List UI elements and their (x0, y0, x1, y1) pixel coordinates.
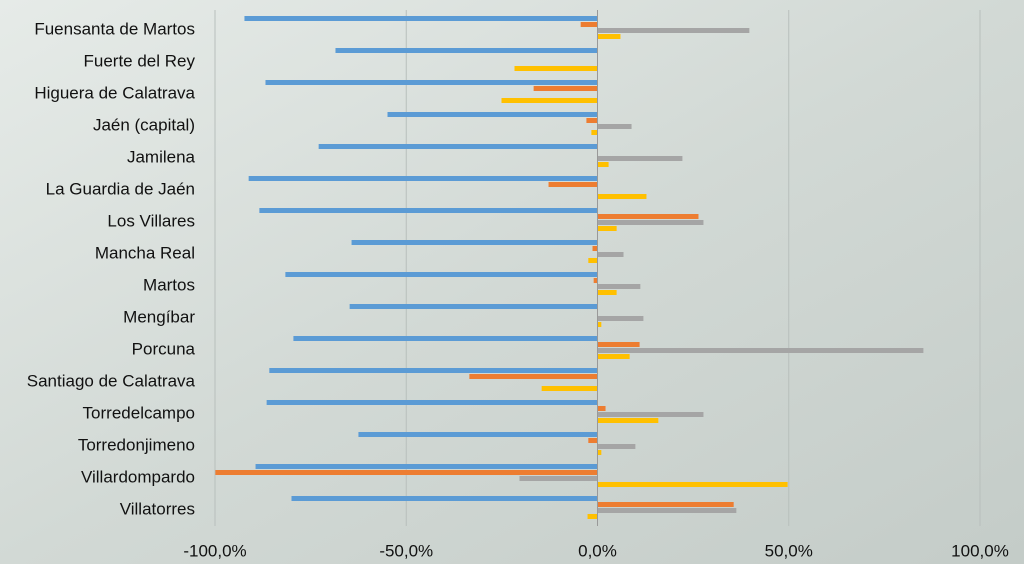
y-tick-label: Villatorres (120, 499, 195, 518)
bar (597, 418, 659, 423)
bar (255, 464, 598, 469)
bar (244, 16, 598, 21)
bar (588, 258, 598, 263)
bar (597, 444, 636, 449)
bar (597, 124, 632, 129)
bar (597, 316, 644, 321)
bar (587, 514, 598, 519)
y-tick-label: Jamilena (127, 147, 196, 166)
bar (501, 98, 598, 103)
bar (335, 48, 598, 53)
bar (597, 34, 621, 39)
y-tick-label: La Guardia de Jaén (46, 179, 195, 198)
bar (597, 156, 683, 161)
y-tick-label: Martos (143, 275, 195, 294)
bar (597, 508, 737, 513)
bar (269, 368, 598, 373)
y-tick-label: Porcuna (132, 339, 196, 358)
x-tick-label: -50,0% (379, 541, 433, 560)
bar (597, 28, 750, 33)
bar (580, 22, 598, 27)
y-tick-label: Los Villares (107, 211, 195, 230)
bar (469, 374, 598, 379)
bar (293, 336, 598, 341)
bar (597, 342, 640, 347)
bar (514, 66, 598, 71)
bar (597, 162, 609, 167)
bar (597, 354, 630, 359)
y-tick-label: Mengíbar (123, 307, 195, 326)
bar (541, 386, 598, 391)
bar (597, 502, 734, 507)
bar (593, 278, 598, 283)
bar (291, 496, 598, 501)
y-tick-label: Villardompardo (81, 467, 195, 486)
y-tick-label: Mancha Real (95, 243, 195, 262)
bar (358, 432, 598, 437)
bar (533, 86, 598, 91)
x-tick-label: 0,0% (578, 541, 617, 560)
bar (548, 182, 598, 187)
bar (387, 112, 598, 117)
bar (519, 476, 598, 481)
bar (591, 130, 598, 135)
y-tick-label: Torredelcampo (83, 403, 195, 422)
bar (318, 144, 598, 149)
x-tick-label: 100,0% (951, 541, 1009, 560)
bar (597, 322, 602, 327)
bar (351, 240, 598, 245)
bar (597, 226, 617, 231)
bar (597, 194, 647, 199)
bar (215, 470, 598, 475)
bar (248, 176, 598, 181)
bar (597, 412, 704, 417)
x-tick-label: -100,0% (183, 541, 246, 560)
y-tick-label: Fuerte del Rey (84, 51, 196, 70)
bar (285, 272, 598, 277)
y-tick-label: Higuera de Calatrava (34, 83, 195, 102)
bar (592, 246, 598, 251)
y-tick-label: Jaén (capital) (93, 115, 195, 134)
bar (597, 214, 699, 219)
y-tick-label: Torredonjimeno (78, 435, 195, 454)
bar (597, 290, 617, 295)
bar (597, 348, 924, 353)
bar (597, 406, 606, 411)
bar (597, 252, 624, 257)
x-tick-label: 50,0% (765, 541, 813, 560)
bar (597, 220, 704, 225)
y-tick-label: Fuensanta de Martos (34, 19, 195, 38)
bar (597, 482, 788, 487)
y-tick-label: Santiago de Calatrava (27, 371, 196, 390)
bar (259, 208, 598, 213)
bar (586, 118, 598, 123)
bar (597, 450, 602, 455)
bar (349, 304, 598, 309)
bar (265, 80, 598, 85)
bar (588, 438, 598, 443)
bar (266, 400, 598, 405)
bar (597, 284, 641, 289)
